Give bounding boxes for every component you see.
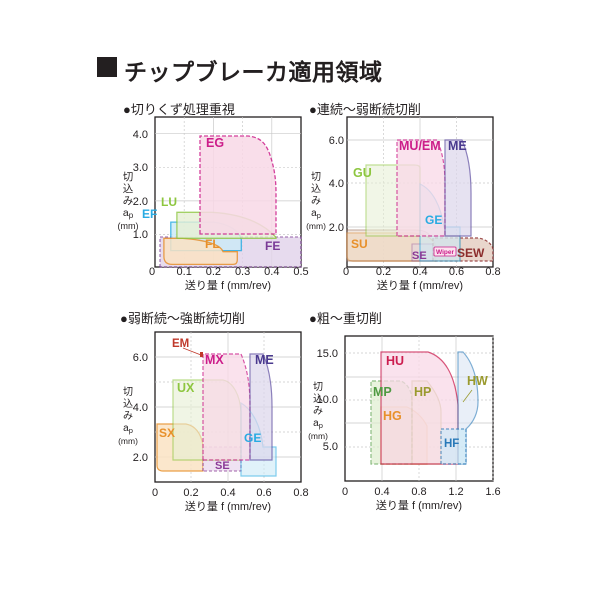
svg-text:1.2: 1.2 <box>448 486 463 498</box>
svg-text:15.0: 15.0 <box>317 348 338 360</box>
svg-text:HW: HW <box>467 374 488 388</box>
svg-text:HP: HP <box>414 385 431 399</box>
svg-text:5.0: 5.0 <box>323 441 338 453</box>
svg-text:0.8: 0.8 <box>411 486 426 498</box>
svg-text:HG: HG <box>383 409 402 423</box>
svg-text:(mm): (mm) <box>308 431 328 441</box>
svg-text:MP: MP <box>373 385 392 399</box>
svg-text:み: み <box>313 406 323 417</box>
svg-text:切: 切 <box>313 381 323 393</box>
svg-text:送り量 f (mm/rev): 送り量 f (mm/rev) <box>376 498 462 512</box>
svg-text:0: 0 <box>342 486 348 498</box>
svg-text:0.4: 0.4 <box>374 486 389 498</box>
svg-text:ap: ap <box>313 418 323 430</box>
svg-text:1.6: 1.6 <box>485 486 500 498</box>
svg-text:HU: HU <box>386 354 404 368</box>
svg-text:込: 込 <box>313 393 323 405</box>
svg-text:HF: HF <box>444 438 459 450</box>
